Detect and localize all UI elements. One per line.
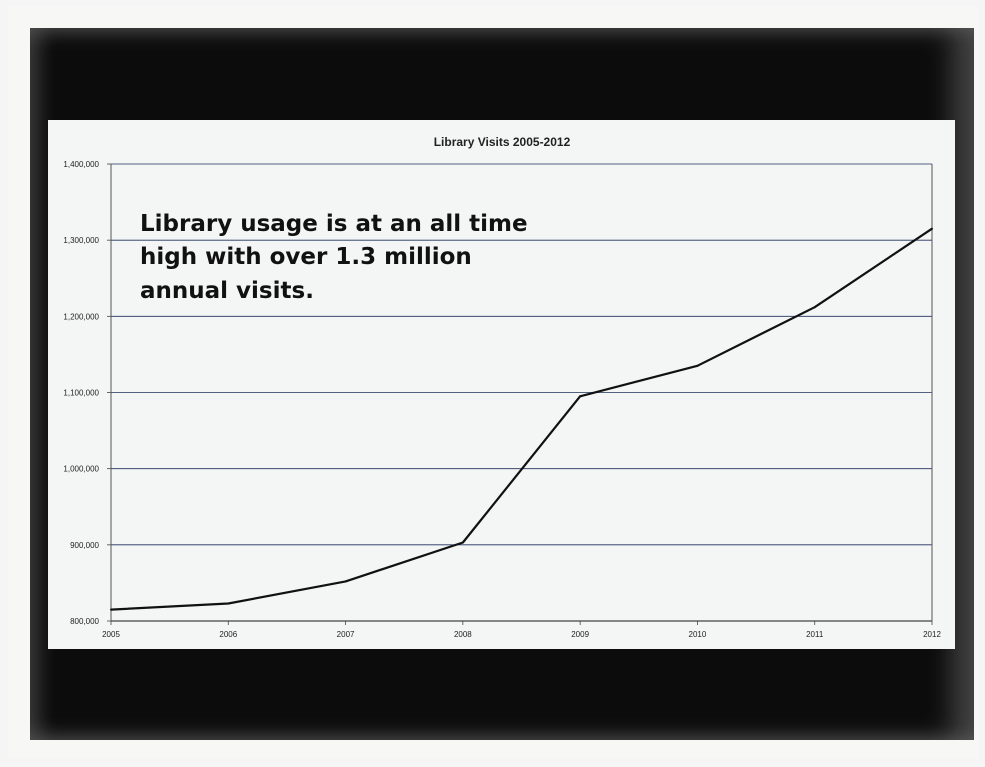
series-line-library-visits [110,227,933,611]
x-tick-label: 2012 [923,630,941,639]
data-point-2011 [813,306,816,309]
chart-title: Library Visits 2005-2012 [434,135,571,149]
y-tick-label: 800,000 [70,617,99,626]
x-tick-label: 2005 [102,630,120,639]
data-point-2010 [696,364,699,367]
x-tick-label: 2011 [806,630,824,639]
data-point-2006 [227,602,230,605]
chart-panel [48,120,955,649]
data-point-2009 [579,395,582,398]
x-tick-label: 2008 [454,630,472,639]
data-point-2005 [110,608,112,611]
x-tick-label: 2007 [337,630,355,639]
y-tick-label: 900,000 [70,541,99,550]
x-tick-label: 2006 [219,630,237,639]
data-point-2007 [344,580,347,583]
annotation-line-2: high with over 1.3 million [140,244,472,270]
y-tick-label: 1,100,000 [63,389,99,398]
y-tick-label: 1,000,000 [63,465,99,474]
data-point-2008 [461,541,464,544]
x-tick-label: 2010 [689,630,707,639]
data-points [110,227,933,611]
data-point-2012 [931,227,933,230]
y-tick-label: 1,400,000 [63,160,99,169]
y-axis-ticks: 800,000 900,000 1,000,000 1,100,000 1,200,00… [63,160,111,626]
y-tick-label: 1,200,000 [63,312,99,321]
x-axis-ticks: 2005 2006 2007 2008 2009 2010 2011 2012 [102,621,941,639]
annotation-line-3: annual visits. [140,278,314,304]
y-tick-label: 1,300,000 [63,236,99,245]
x-tick-label: 2009 [571,630,589,639]
annotation-line-1: Library usage is at an all time [140,211,528,237]
